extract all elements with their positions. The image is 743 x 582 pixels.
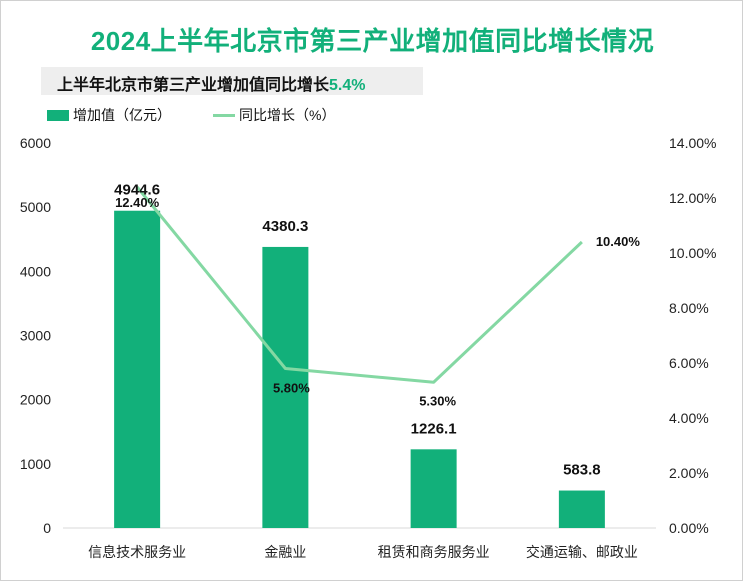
growth-line — [135, 186, 583, 384]
legend-item-line: 同比增长（%） — [213, 105, 335, 125]
y-right-tick-label: 12.00% — [669, 190, 716, 206]
y-right-tick-label: 6.00% — [669, 355, 709, 371]
x-tick-label: 信息技术服务业 — [88, 544, 186, 560]
subtitle-value: 5.4% — [329, 77, 366, 94]
x-tick-label: 金融业 — [264, 544, 306, 560]
y-right-tick-label: 2.00% — [669, 465, 709, 481]
bar-value-label: 1226.1 — [411, 420, 457, 437]
y-left-tick-label: 1000 — [20, 456, 51, 472]
bar — [558, 490, 605, 528]
y-left-tick-label: 3000 — [20, 328, 51, 344]
y-left-tick-label: 4000 — [20, 263, 51, 279]
bar — [114, 210, 161, 528]
legend-bar-label: 增加值（亿元） — [73, 107, 171, 123]
line-value-label: 5.80% — [273, 381, 310, 396]
bar-value-label: 583.8 — [563, 462, 601, 479]
bar — [262, 246, 309, 528]
legend-item-bar: 增加值（亿元） — [47, 105, 171, 125]
line-value-label: 12.40% — [115, 195, 160, 210]
chart-title: 2024上半年北京市第三产业增加值同比增长情况 — [90, 26, 655, 56]
bar-value-label: 4380.3 — [262, 218, 308, 235]
bar-value-label: 4944.6 — [114, 182, 160, 199]
legend-line-swatch — [213, 113, 235, 117]
y-right-tick-label: 0.00% — [669, 520, 709, 536]
subtitle-box: 上半年北京市第三产业增加值同比增长5.4% — [41, 67, 423, 95]
y-left-tick-label: 0 — [43, 520, 51, 536]
legend-line-label: 同比增长（%） — [239, 107, 336, 123]
y-right-tick-label: 10.00% — [669, 245, 716, 261]
y-right-tick-label: 8.00% — [669, 300, 709, 316]
y-left-tick-label: 5000 — [20, 199, 51, 215]
y-left-tick-label: 2000 — [20, 392, 51, 408]
legend-bar-swatch — [47, 109, 69, 121]
bar — [410, 449, 457, 528]
x-tick-label: 租赁和商务服务业 — [378, 544, 490, 560]
line-value-label: 10.40% — [596, 234, 641, 249]
y-right-tick-label: 14.00% — [669, 135, 716, 151]
line-value-label: 5.30% — [419, 393, 456, 408]
x-tick-label: 交通运输、邮政业 — [526, 544, 638, 560]
subtitle: 上半年北京市第三产业增加值同比增长5.4% — [57, 71, 365, 95]
y-left-tick-label: 6000 — [20, 135, 51, 151]
y-right-tick-label: 4.00% — [669, 410, 709, 426]
subtitle-prefix: 上半年北京市第三产业增加值同比增长 — [57, 77, 330, 94]
